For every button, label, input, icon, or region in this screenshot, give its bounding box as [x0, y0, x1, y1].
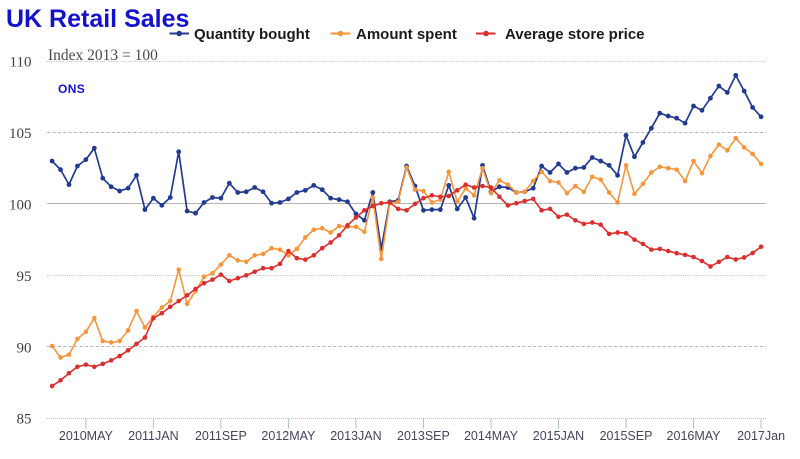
svg-text:2013JAN: 2013JAN: [330, 429, 381, 443]
svg-text:90: 90: [17, 340, 32, 356]
svg-text:2011JAN: 2011JAN: [128, 429, 179, 443]
svg-text:2013SEP: 2013SEP: [397, 429, 450, 443]
svg-text:100: 100: [9, 197, 32, 213]
svg-text:85: 85: [17, 412, 32, 428]
svg-text:2014MAY: 2014MAY: [464, 429, 519, 443]
svg-text:2016MAY: 2016MAY: [667, 429, 722, 443]
svg-text:105: 105: [9, 126, 32, 142]
svg-text:2017Jan: 2017Jan: [737, 429, 785, 443]
svg-text:110: 110: [10, 55, 32, 71]
svg-text:2012MAY: 2012MAY: [261, 429, 316, 443]
svg-text:2011SEP: 2011SEP: [195, 429, 247, 443]
svg-text:2015SEP: 2015SEP: [600, 429, 653, 443]
svg-text:2015JAN: 2015JAN: [533, 429, 584, 443]
svg-text:95: 95: [17, 269, 32, 285]
svg-text:2010MAY: 2010MAY: [59, 429, 114, 443]
